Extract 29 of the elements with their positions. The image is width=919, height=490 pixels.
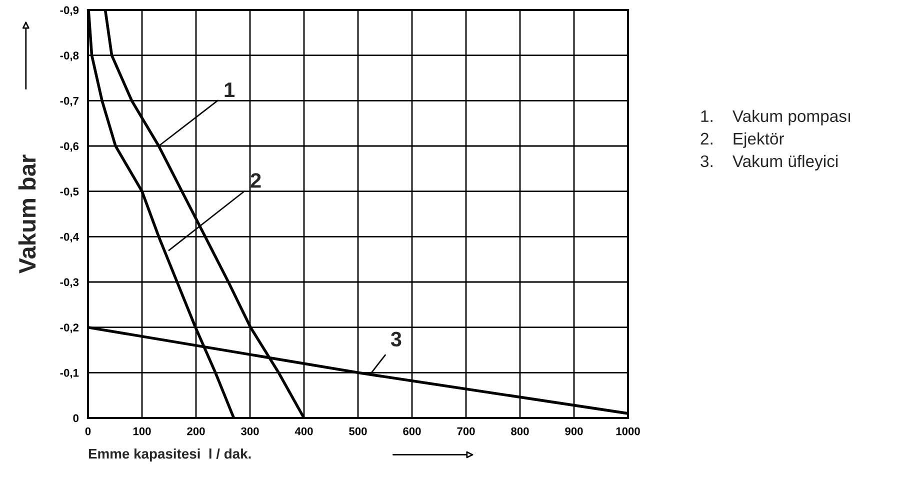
x-tick-label: 600 [403,427,421,436]
x-tick-label: 200 [187,427,205,436]
annotation: 3 [390,332,402,347]
y-tick-label: -0,2 [60,324,79,334]
x-tick-label: 0 [85,427,91,436]
x-tick-label: 800 [511,427,529,436]
annotation: 1 [224,82,235,97]
y-tick-label: -0,5 [60,188,79,198]
x-tick-label: 400 [294,427,313,436]
x-tick-label: 100 [133,427,151,436]
x-axis-title: Emme kapasitesi l / dak. [88,448,251,462]
text: 1. Vakum pompası [701,110,850,126]
x-tick-label: 500 [349,427,367,436]
x-tick-label: 900 [565,427,583,436]
y-tick-label: -0,6 [60,142,79,152]
text: 2. Ejektör [700,132,784,148]
y-tick-label: -0,9 [60,6,79,16]
y-tick-label: -0,1 [60,368,79,378]
annotation: 2 [250,173,261,188]
y-tick-label: 0 [73,414,79,422]
y-tick-label: -0,7 [60,96,78,106]
x-tick-label: 1000 [616,427,640,436]
x-tick-label: 700 [457,427,475,436]
y-tick-label: -0,8 [60,52,79,62]
y-tick-label: -0,3 [60,278,79,288]
x-tick-label: 300 [240,427,259,436]
y-axis-title: Vakum bar [18,154,36,274]
y-tick-label: -0,4 [60,232,79,242]
text: 3. Vakum üfleyici [700,154,838,170]
